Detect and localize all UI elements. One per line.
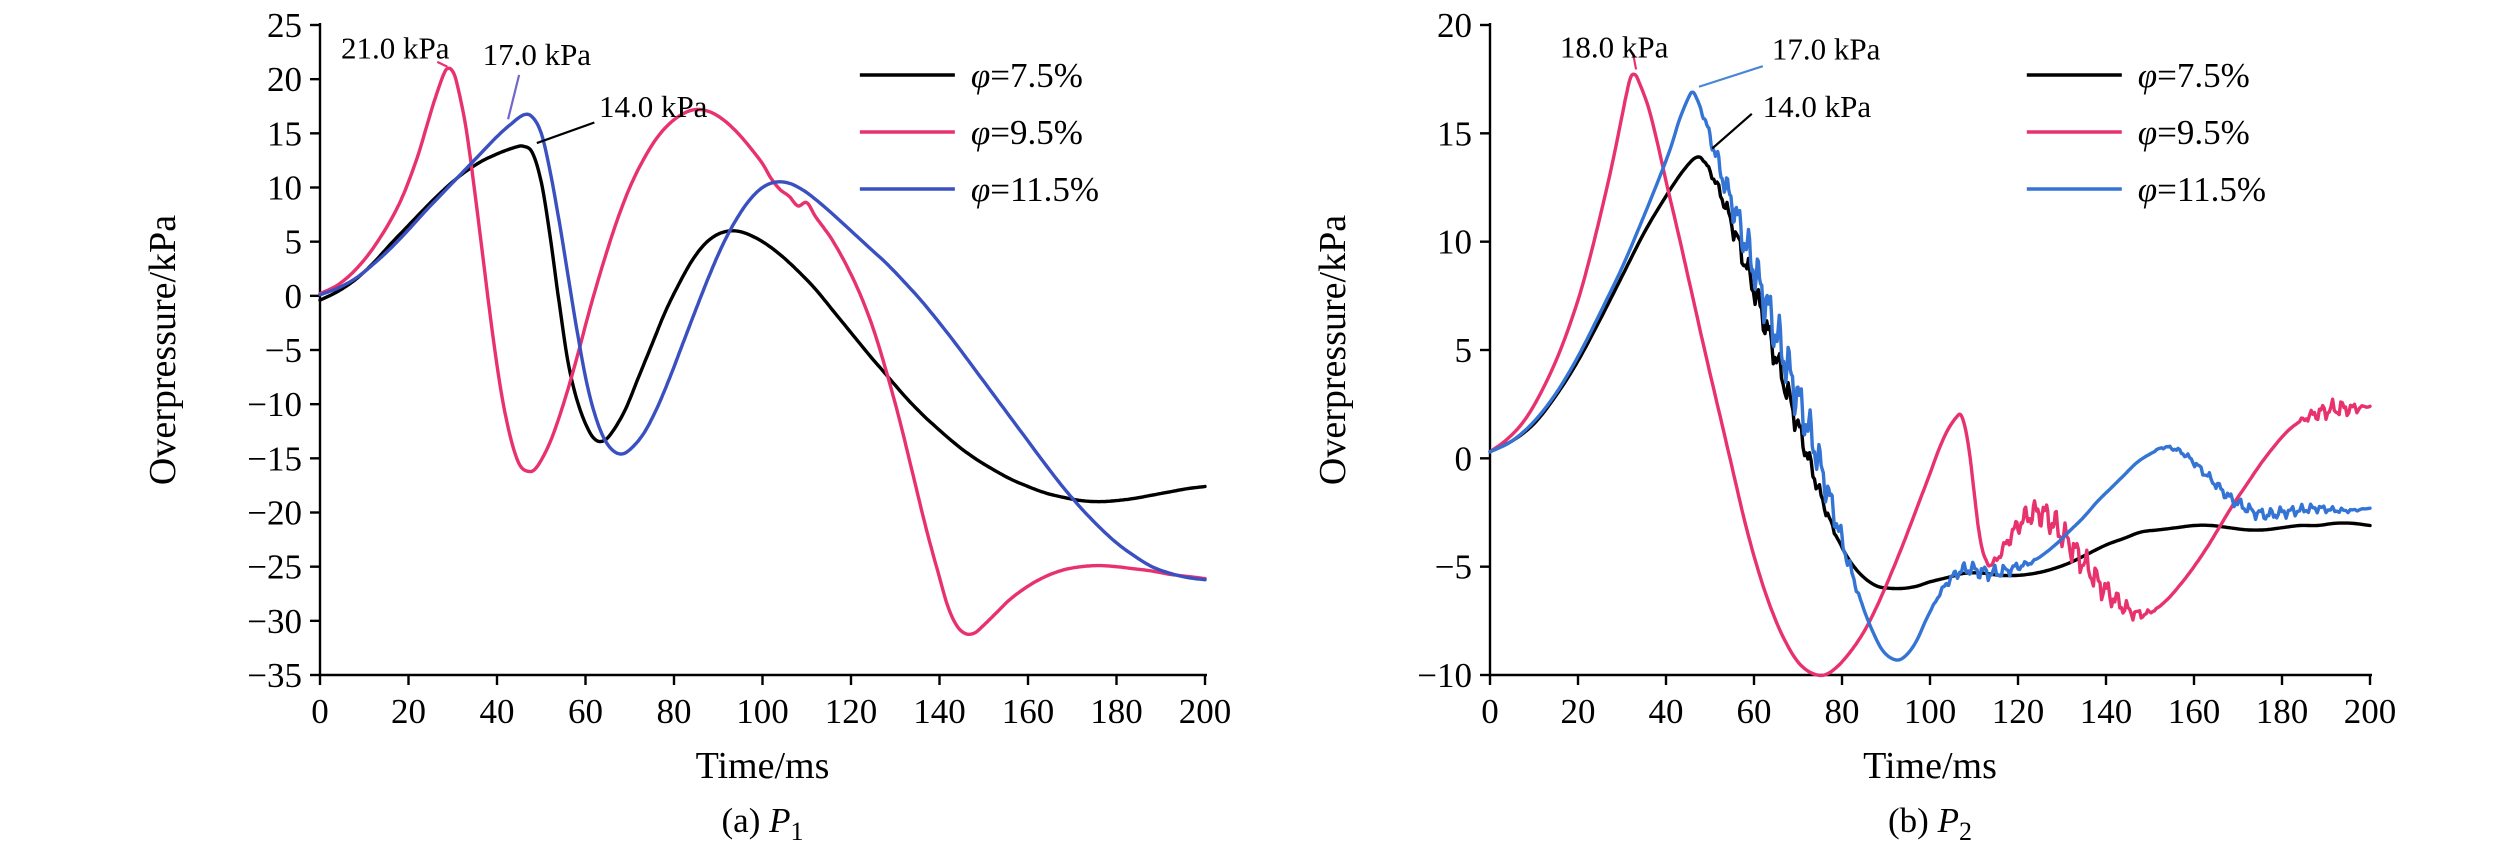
y-tick-label: 20 [267,60,302,99]
annotation-leader-2 [536,121,595,145]
x-tick-label: 200 [2344,692,2397,731]
x-tick-label: 140 [2080,692,2133,731]
x-tick-label: 160 [1002,692,1055,731]
x-tick-label: 80 [657,692,692,731]
series-line-2 [318,112,1207,582]
y-tick-label: 10 [267,169,302,208]
y-tick-label: 10 [1437,223,1472,262]
y-tick-label: 25 [267,6,302,45]
y-tick-label: 15 [267,114,302,153]
y-axis-label: Overpressure/kPa [142,215,184,485]
y-tick-label: −25 [247,548,302,587]
series-line-0 [318,144,1207,504]
x-tick-label: 200 [1179,692,1232,731]
chart-b-svg: 0 20 40 60 80 100 120 140 160 180 200 −10 −5 0 5 10 15 20… [1312,6,2397,843]
legend-label-1: φ=9.5% [2138,113,2250,152]
x-tick-label: 40 [1649,692,1684,731]
y-tick-label: −15 [247,439,302,478]
y-tick-label: −10 [247,385,302,424]
y-tick-label: −35 [247,656,302,695]
x-tick-label: 180 [2256,692,2309,731]
x-tick-label: 0 [1481,692,1499,731]
x-tick-label: 120 [825,692,878,731]
legend-label-0: φ=7.5% [971,56,1083,95]
annotation-leader-1 [1698,65,1764,88]
series-line-1 [1488,72,2372,678]
x-tick-label: 20 [1561,692,1596,731]
annotation-label-2: 14.0 kPa [1763,89,1872,124]
y-axis-label: Overpressure/kPa [1312,215,1354,485]
y-tick-label: −20 [247,494,302,533]
chart-panel-a: 0 20 40 60 80 100 120 140 160 180 200 −35 −30 −25 −20−… [142,6,1232,843]
panel-caption: (a) P1 [722,801,804,843]
panel-caption: (b) P2 [1888,801,1972,843]
x-tick-label: 160 [2168,692,2221,731]
y-tick-label: −30 [247,602,302,641]
annotation-leader-0 [1631,52,1638,70]
legend-label-0: φ=7.5% [2138,56,2250,95]
x-tick-label: 180 [1090,692,1143,731]
x-axis-label: Time/ms [1863,745,1997,787]
y-tick-label: 5 [285,223,303,262]
x-tick-label: 0 [311,692,329,731]
x-tick-label: 20 [391,692,426,731]
y-tick-label: 0 [285,277,303,316]
y-tick-label: −5 [265,331,302,370]
x-tick-label: 100 [736,692,789,731]
x-tick-label: 120 [1992,692,2045,731]
series-line-0 [1488,155,2372,591]
y-tick-label: 0 [1455,439,1473,478]
annotation-label-2: 14.0 kPa [599,89,708,124]
x-tick-label: 140 [913,692,966,731]
annotation-label-1: 17.0 kPa [1772,32,1881,67]
x-tick-label: 80 [1825,692,1860,731]
x-tick-label: 60 [568,692,603,731]
legend-label-1: φ=9.5% [971,113,1083,152]
chart-a-svg: 0 20 40 60 80 100 120 140 160 180 200−35−30−25−20−… [142,6,1232,843]
y-tick-label: 15 [1437,114,1472,153]
legend-label-2: φ=11.5% [971,170,1099,209]
y-tick-label: −10 [1417,656,1472,695]
annotation-leader-0 [436,60,448,68]
series-line-1 [318,66,1207,636]
annotation-leader-1 [506,74,521,120]
annotation-label-1: 17.0 kPa [483,37,592,72]
y-tick-label: 5 [1455,331,1473,370]
annotation-label-0: 21.0 kPa [341,31,450,66]
x-tick-label: 60 [1737,692,1772,731]
annotation-label-0: 18.0 kPa [1560,30,1669,65]
chart-panel-b: 0 20 40 60 80 100 120 140 160 180 200 −10 −5 0 5 10 15 20… [1260,0,2520,843]
series-line-2 [1488,90,2372,662]
annotation-leader-2 [1711,113,1753,150]
y-tick-label: 20 [1437,6,1472,45]
legend-label-2: φ=11.5% [2138,170,2266,209]
x-tick-label: 100 [1904,692,1957,731]
x-tick-label: 40 [480,692,515,731]
x-axis-label: Time/ms [696,745,830,787]
y-tick-label: −5 [1435,548,1472,587]
